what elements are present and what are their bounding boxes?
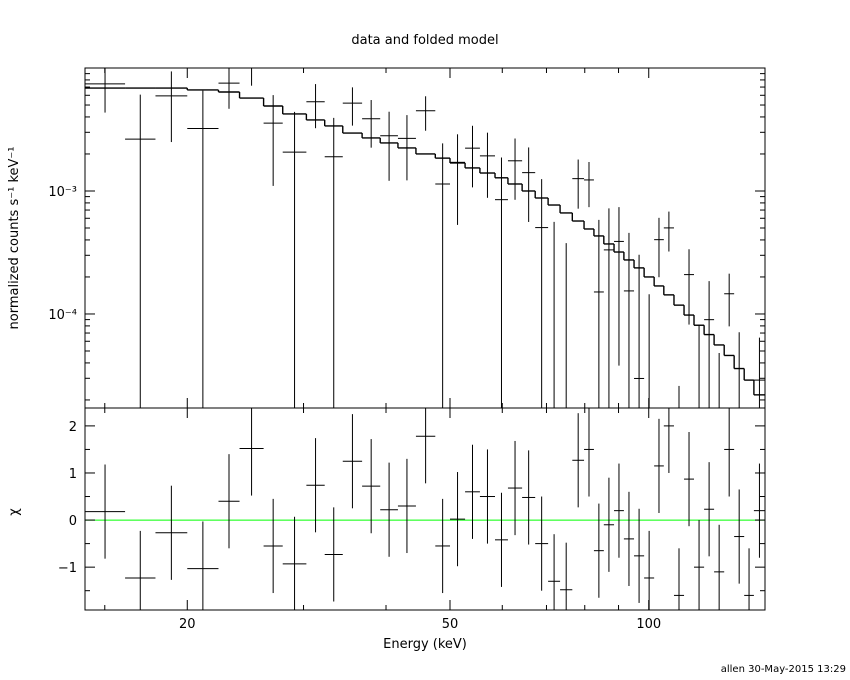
x-tick-label: 20	[179, 617, 196, 632]
y-tick-label: 10⁻⁴	[48, 308, 77, 323]
y-tick-label: 10⁻³	[48, 185, 77, 200]
x-axis-label: Energy (keV)	[383, 637, 467, 652]
plot-area	[85, 68, 765, 408]
y-tick-label: 0	[69, 514, 77, 529]
plot-frame	[84, 407, 766, 611]
footer: allen 30-May-2015 13:29	[721, 664, 846, 675]
y-tick-label: 2	[69, 420, 77, 435]
y-axis-label: normalized counts s⁻¹ keV⁻¹	[7, 147, 22, 330]
chart-title: data and folded model	[351, 33, 498, 48]
x-tick-label: 50	[442, 617, 459, 632]
y-axis-label: χ	[7, 508, 22, 516]
plot-area	[85, 408, 765, 610]
x-tick-label: 100	[636, 617, 661, 632]
y-tick-label: 1	[69, 467, 77, 482]
y-tick-label: −1	[58, 561, 77, 576]
